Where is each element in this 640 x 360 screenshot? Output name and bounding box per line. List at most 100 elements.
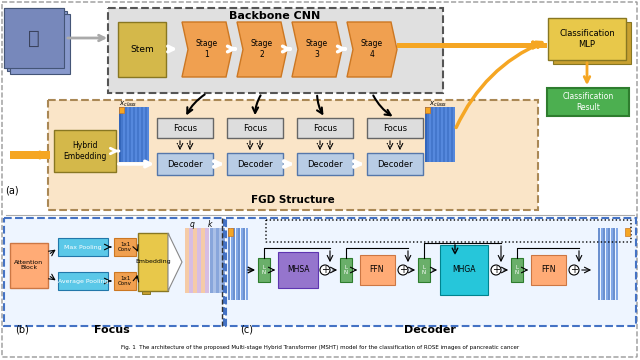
Text: Stem: Stem [130,45,154,54]
Text: (c): (c) [240,325,253,335]
Circle shape [569,265,579,275]
Bar [157,153,213,175]
Bar [367,118,423,138]
Text: Average Pooling: Average Pooling [58,279,108,284]
Text: L
N: L N [515,265,519,275]
Text: Focus: Focus [173,123,197,132]
Bar [297,118,353,138]
Text: +: + [492,265,500,275]
Text: L
N: L N [262,265,266,275]
Text: Fig. 1  The architecture of the proposed Multi-stage Hybrid Transformer (MSHT) m: Fig. 1 The architecture of the proposed … [121,346,519,351]
Text: MHSA: MHSA [287,266,309,274]
Bar [222,228,225,293]
Bar [435,107,437,162]
Text: L
N: L N [344,265,348,275]
Bar [7,11,67,71]
Bar [143,107,145,162]
Text: 🔬: 🔬 [28,28,40,48]
Bar [228,228,233,236]
Bar [605,228,607,300]
Text: Classification
MLP: Classification MLP [559,29,615,49]
Bar [216,228,218,293]
Bar [213,228,216,293]
Text: Backbone CNN: Backbone CNN [229,11,321,21]
Circle shape [491,265,501,275]
Text: FFN: FFN [370,266,384,274]
Bar [425,107,430,113]
Text: Focus: Focus [243,123,267,132]
Text: FFN: FFN [541,266,556,274]
Bar [201,228,205,293]
Bar [118,22,166,77]
Text: Max Pooling: Max Pooling [64,244,102,249]
FancyBboxPatch shape [108,8,443,93]
Bar [340,258,352,282]
Bar [447,107,449,162]
Bar [531,255,566,285]
Bar [429,107,431,162]
Text: Stage
3: Stage 3 [306,39,328,59]
Bar [227,153,283,175]
Text: Focus: Focus [94,325,130,335]
Bar [246,228,248,300]
Text: Focus: Focus [313,123,337,132]
Bar [189,228,193,293]
Bar [451,107,453,162]
Bar [114,272,136,290]
Bar [185,228,189,293]
Bar [54,130,116,172]
Bar [123,107,125,162]
Bar [147,107,149,162]
Text: k: k [208,220,212,229]
Bar [443,107,445,162]
Bar [233,228,235,300]
Bar [418,258,430,282]
Polygon shape [292,22,342,77]
Bar [145,107,147,162]
Text: Focus: Focus [383,123,407,132]
Text: $x_{class}$: $x_{class}$ [119,99,137,109]
Text: (b): (b) [15,325,29,335]
Bar [137,107,139,162]
Bar [131,107,133,162]
Bar [431,107,433,162]
Text: MHGA: MHGA [452,266,476,274]
Bar [445,107,447,162]
Bar [427,107,429,162]
Polygon shape [347,22,397,77]
Bar [141,107,143,162]
Text: Decoder: Decoder [377,159,413,168]
Bar [127,107,129,162]
Bar [142,236,150,294]
Text: $x_{class}$: $x_{class}$ [429,99,447,109]
Bar [611,228,612,300]
Bar [210,228,212,293]
Bar [114,238,136,256]
Bar [135,107,137,162]
Bar [613,228,615,300]
Bar [219,228,221,293]
Bar [425,107,427,162]
Text: Stage
2: Stage 2 [251,39,273,59]
Bar [238,228,240,300]
Bar [4,8,64,68]
Bar [197,228,200,293]
Bar [157,118,213,138]
Bar [58,238,108,256]
Text: 1x1
Conv: 1x1 Conv [118,276,132,287]
Text: +: + [570,265,578,275]
Bar [511,258,523,282]
Text: Embedding: Embedding [135,260,171,265]
Text: Attention
Block: Attention Block [15,260,44,270]
Bar [437,107,439,162]
Text: Hybrid
Embedding: Hybrid Embedding [63,141,107,161]
Bar [230,228,232,300]
Bar [600,228,602,300]
Bar [603,228,605,300]
Text: +: + [399,265,407,275]
Bar [625,228,630,236]
Bar [440,245,488,295]
Bar [278,252,318,288]
Bar [58,272,108,290]
Bar [10,151,50,159]
